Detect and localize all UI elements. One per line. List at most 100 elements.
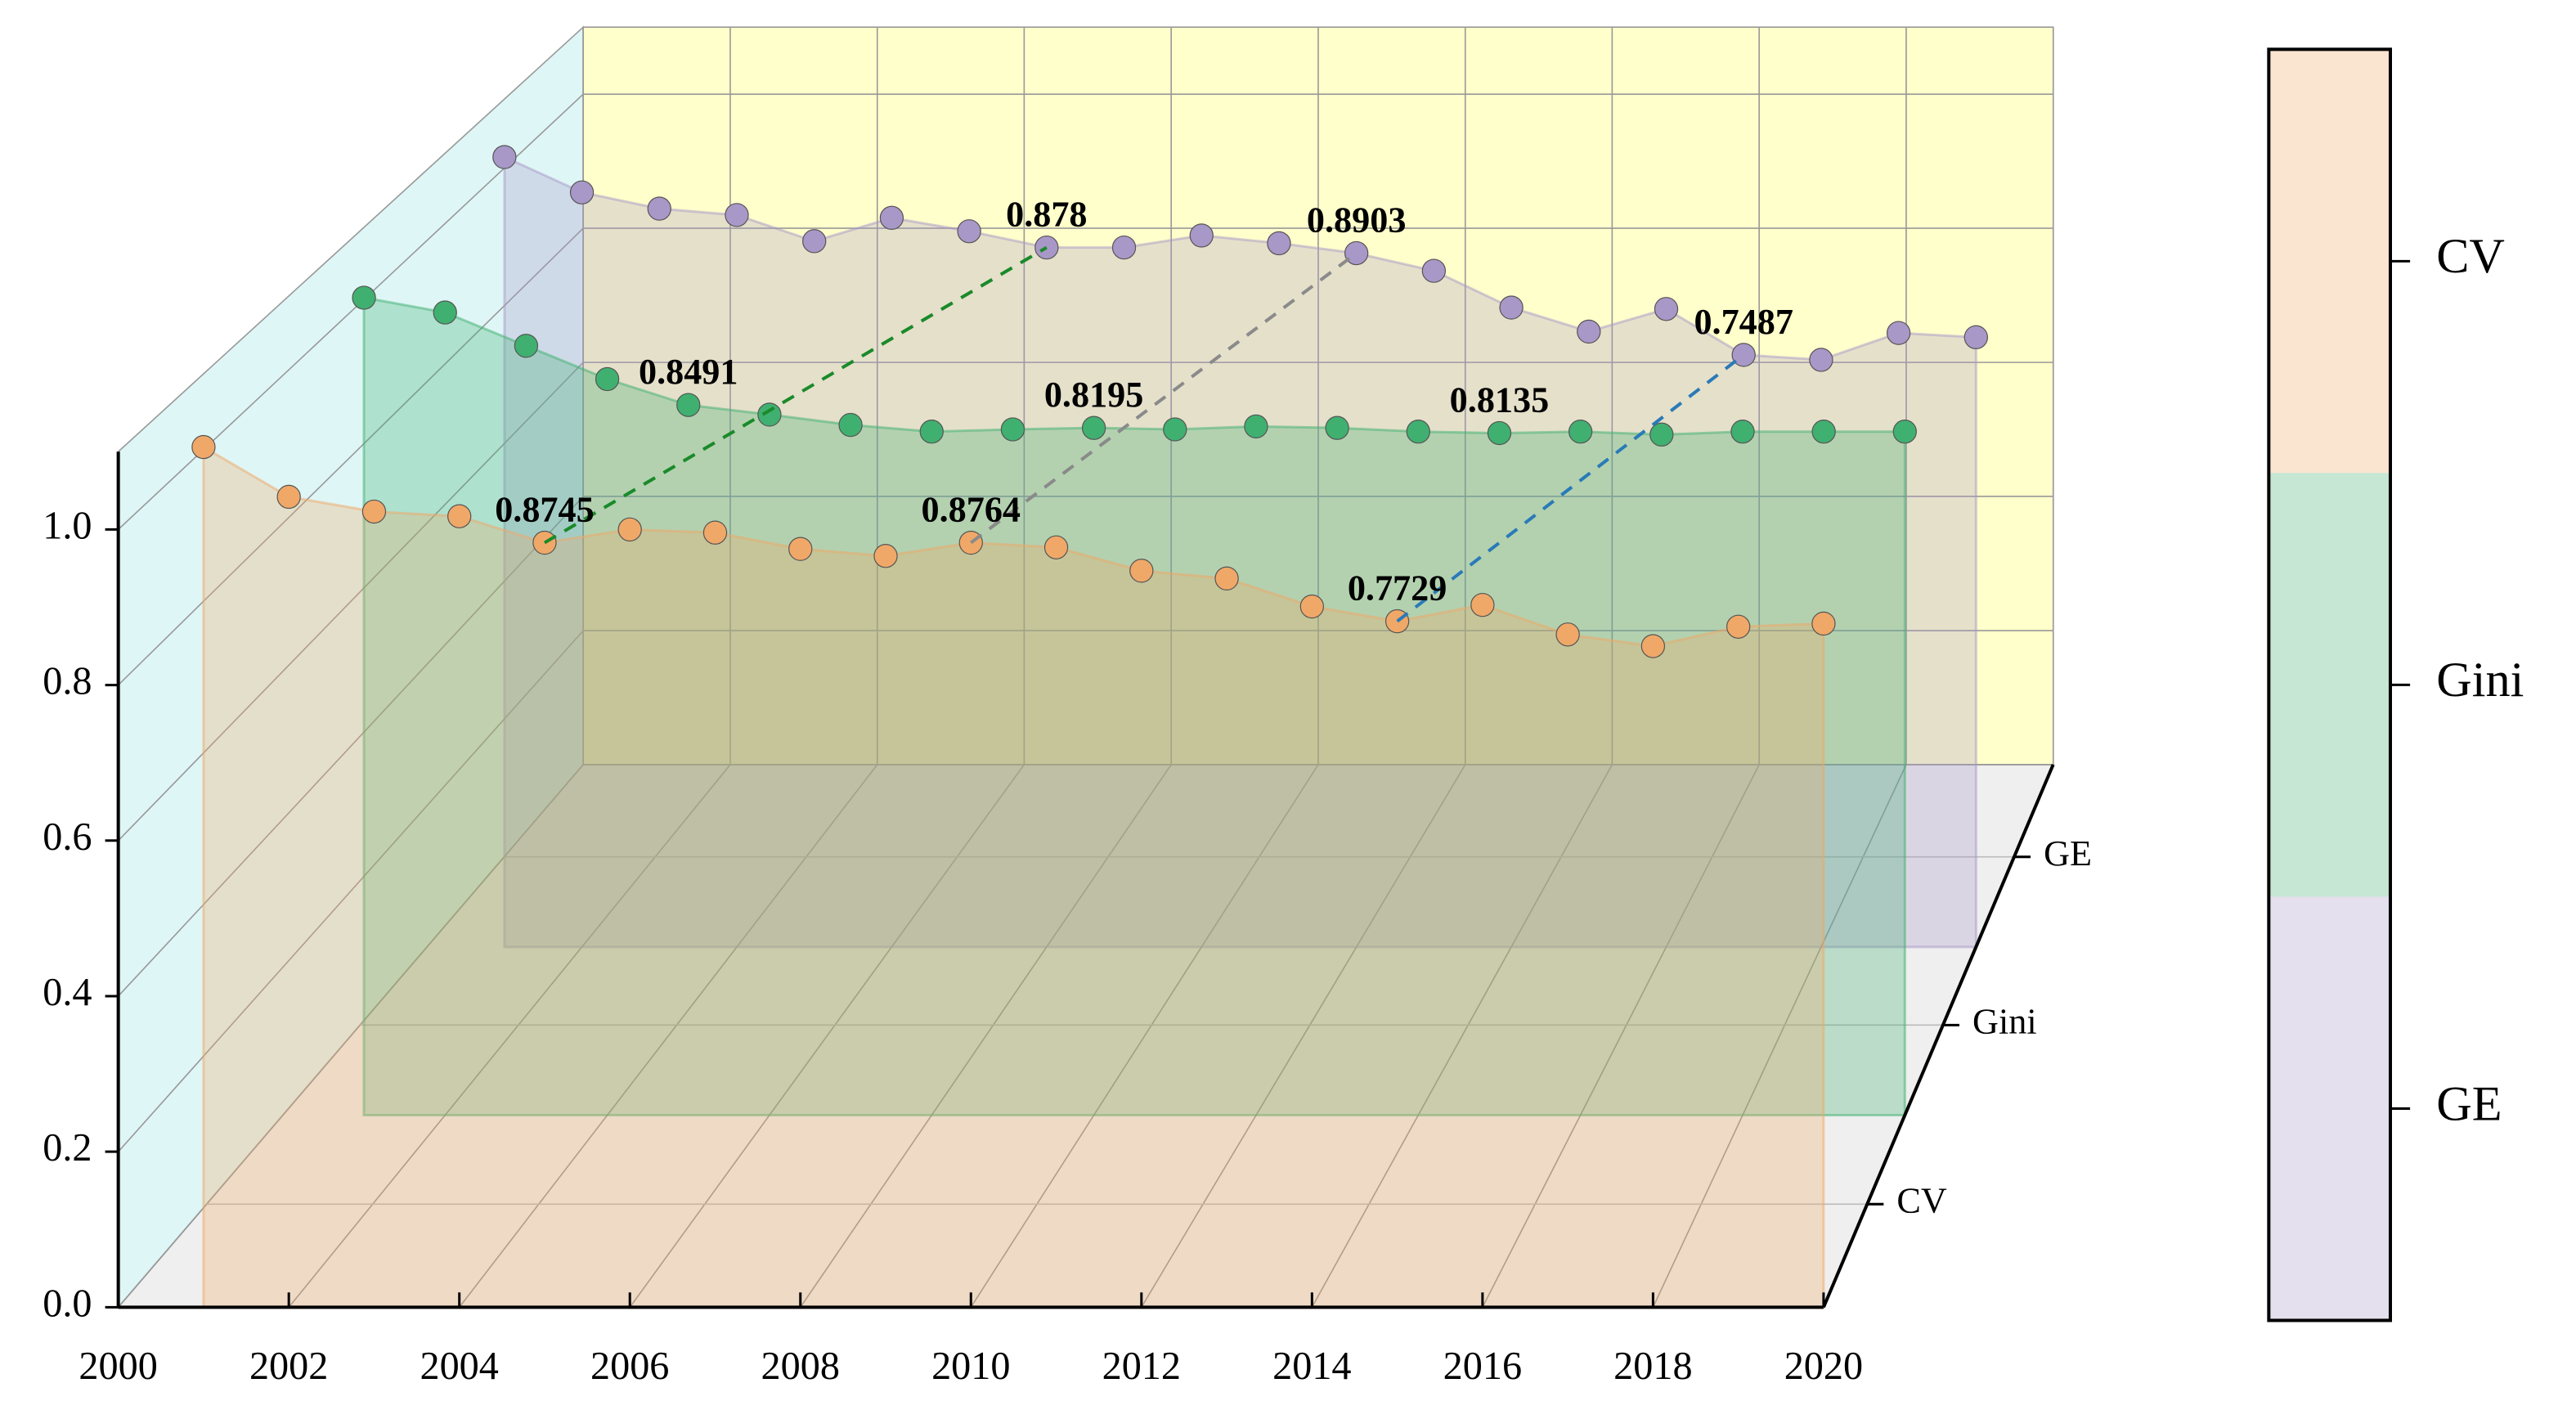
x-tick-label: 2004 <box>420 1345 498 1388</box>
data-point <box>957 219 981 244</box>
data-point <box>1730 420 1755 444</box>
data-point <box>617 517 642 542</box>
annotation-line <box>1396 353 1745 623</box>
x-tick-label: 2008 <box>761 1345 840 1388</box>
annotation-label: 0.878 <box>1006 195 1087 235</box>
y-tick-label: 0.2 <box>43 1126 92 1170</box>
x-tick-label: 2018 <box>1613 1345 1692 1388</box>
legend-frame <box>2267 47 2393 1322</box>
z-tick-label: CV <box>1896 1180 1946 1220</box>
data-point <box>1244 414 1268 439</box>
grid-line <box>118 27 584 1308</box>
annotation-label: 0.8745 <box>495 489 595 529</box>
legend: CV Gini GE <box>2267 47 2524 1322</box>
data-point <box>1487 420 1512 446</box>
x-tick-label: 2016 <box>1443 1345 1522 1388</box>
legend-label: GE <box>2436 1076 2502 1131</box>
legend-swatch <box>2269 896 2390 1321</box>
data-point <box>873 544 898 568</box>
grid-line <box>1141 27 1466 1308</box>
data-point <box>1892 420 1917 444</box>
data-point <box>1811 420 1836 444</box>
annotation-line <box>970 251 1358 545</box>
data-point <box>1470 592 1495 617</box>
data-point <box>276 484 301 510</box>
x-tick-label: 2020 <box>1784 1345 1863 1388</box>
annotations: 0.8745 0.8491 0.878 0.8764 0.8195 0.8903 0.772… <box>495 195 1793 623</box>
x-tick-label: 2012 <box>1102 1345 1181 1388</box>
data-point <box>1649 422 1674 447</box>
data-point <box>1000 417 1025 442</box>
data-point <box>1299 594 1324 619</box>
data-point <box>1406 420 1430 444</box>
data-point <box>1163 417 1187 442</box>
data-point <box>676 393 701 417</box>
data-point <box>1111 235 1137 260</box>
data-point <box>1189 223 1214 248</box>
annotation-label: 0.8903 <box>1307 200 1407 240</box>
data-point <box>1129 559 1154 583</box>
data-point <box>647 196 671 221</box>
data-point <box>361 499 387 524</box>
data-point <box>838 412 863 438</box>
data-point <box>879 205 904 231</box>
grid-line <box>1311 27 1613 1308</box>
annotation-line <box>543 245 1048 545</box>
data-point <box>1809 348 1833 372</box>
grid <box>118 27 2054 1308</box>
data-point <box>1344 240 1369 266</box>
grid-line <box>629 27 1025 1308</box>
x-tick-label: 2000 <box>79 1345 157 1388</box>
data-point <box>1640 634 1666 658</box>
data-point <box>1886 321 1911 345</box>
grid-line <box>800 27 1172 1308</box>
annotation-label: 0.7487 <box>1694 302 1793 342</box>
annotation-label: 0.8195 <box>1044 375 1144 415</box>
data-point <box>757 402 782 427</box>
annotation-label: 0.8135 <box>1450 379 1550 420</box>
x-tick-label: 2002 <box>249 1345 328 1388</box>
data-point <box>1726 614 1751 639</box>
x-tick-label: 2006 <box>590 1345 669 1388</box>
y-tick-label: 0.4 <box>43 971 92 1014</box>
data-point <box>1811 611 1836 636</box>
z-tick-label: Gini <box>1972 1001 2037 1041</box>
data-point <box>788 537 813 561</box>
series <box>191 145 1989 1309</box>
data-point <box>802 229 827 254</box>
legend-label: Gini <box>2436 653 2524 707</box>
grid-line <box>970 27 1319 1308</box>
legend-label: CV <box>2436 229 2505 284</box>
data-point <box>191 434 216 460</box>
data-point <box>1577 319 1601 344</box>
y-tick-label: 0.6 <box>43 815 92 859</box>
x-tick-label: 2010 <box>931 1345 1010 1388</box>
data-point <box>1214 566 1239 590</box>
data-point <box>1421 258 1447 283</box>
annotation-label: 0.8764 <box>922 489 1021 529</box>
y-tick-label: 1.0 <box>43 504 92 547</box>
x-tick-label: 2014 <box>1272 1345 1351 1388</box>
data-point <box>433 300 457 325</box>
legend-swatch <box>2269 473 2390 897</box>
data-point <box>1267 231 1291 256</box>
data-point <box>569 180 595 204</box>
annotation-label: 0.8491 <box>639 352 738 392</box>
grid-line <box>1652 27 1907 1308</box>
annotation-label: 0.7729 <box>1348 568 1447 608</box>
data-point <box>702 520 728 545</box>
y-tick-label: 0.8 <box>43 660 92 703</box>
data-point <box>1081 415 1106 440</box>
axes: 0.0 0.2 0.4 0.6 0.8 1.0 2000 2002 2004 2006 2008 20… <box>43 451 2092 1388</box>
data-point <box>447 504 472 528</box>
data-point <box>1568 420 1593 444</box>
data-point <box>352 285 376 310</box>
data-point <box>1499 295 1524 320</box>
grid-line <box>288 27 731 1308</box>
data-point <box>1325 415 1349 440</box>
data-point <box>1963 325 1989 350</box>
data-point <box>1555 622 1580 647</box>
data-point <box>725 203 749 227</box>
y-tick-label: 0.0 <box>43 1282 92 1325</box>
